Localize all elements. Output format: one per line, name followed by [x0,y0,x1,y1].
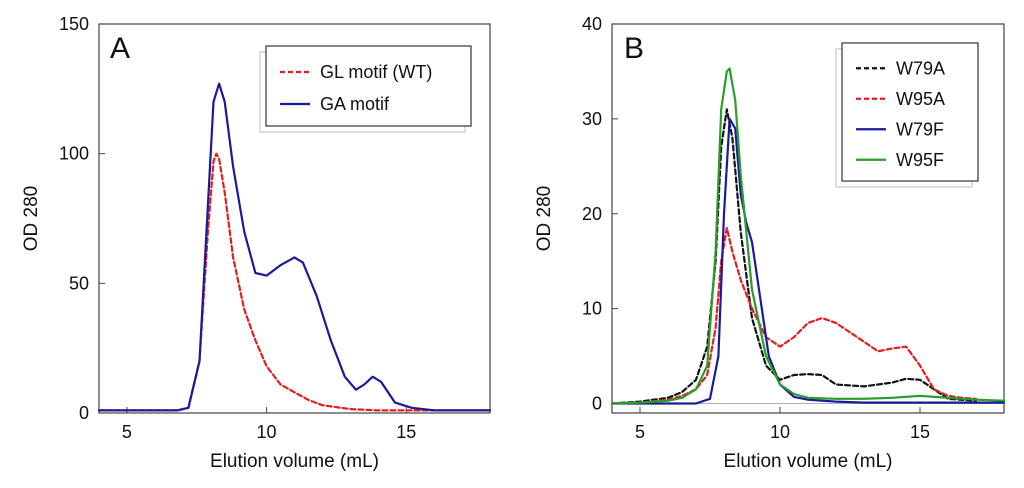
y-tick-label: 10 [582,299,602,319]
y-tick-label: 30 [582,109,602,129]
legend-entry: W95F [896,150,944,170]
y-tick-label: 0 [79,403,89,423]
x-tick-label: 5 [635,422,645,442]
x-tick-label: 10 [770,422,790,442]
legend-entry: W95A [896,89,945,109]
y-tick-label: 100 [59,144,89,164]
series-line-w95a [610,226,978,405]
legend-box [265,45,472,127]
plot-frame [98,23,491,414]
x-tick-label: 10 [257,422,277,442]
x-tick-label: 5 [122,422,132,442]
legend-box [841,42,979,182]
panel-label: B [624,32,644,65]
x-axis-label: Elution volume (mL) [210,451,379,472]
x-tick-label: 15 [396,422,416,442]
y-tick-label: 40 [582,14,602,34]
y-axis-label: OD 280 [21,186,42,251]
panel-label: A [110,32,130,65]
legend-entry: W79F [896,119,944,139]
legend-entry: GA motif [320,94,390,114]
y-tick-label: 20 [582,204,602,224]
legend-entry: GL motif (WT) [320,62,432,82]
series-line-w79f [610,117,1006,405]
y-tick-label: 150 [59,14,89,34]
series-line-ga-motif [97,82,492,412]
y-tick-label: 0 [592,394,602,414]
y-axis-label: OD 280 [534,186,555,251]
panel-b: 5 10 15 0 10 20 30 40 Elution volume (mL) OD 280 B… [534,14,1006,472]
legend-entry: W79A [896,58,945,78]
series-line-w79a [610,108,978,405]
series-line-w95f [610,67,1006,405]
y-tick-label: 50 [69,273,89,293]
x-axis-label: Elution volume (mL) [724,451,893,472]
plot-frame [611,23,1005,414]
series-line-gl-motif-wt [97,152,492,412]
x-tick-label: 15 [910,422,930,442]
